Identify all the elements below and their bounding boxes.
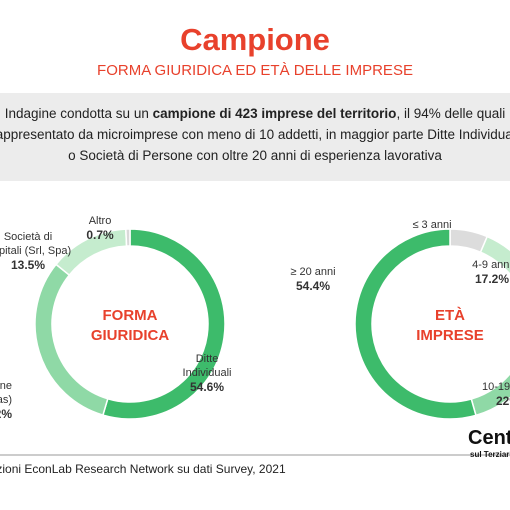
segment-label: ≥ 20 anni	[290, 266, 335, 278]
segment-label: Società di	[4, 231, 52, 243]
segment-value: 0.7%	[86, 228, 114, 242]
segment-label: (Snc, Sas)	[0, 394, 12, 406]
segment-label: ≤ 3 anni	[412, 219, 451, 231]
segment-label: Società di Persone	[0, 380, 12, 392]
donut-segment	[354, 228, 477, 420]
segment-label: Ditte	[196, 353, 219, 365]
segment-value: 22%	[496, 394, 510, 408]
center-label: IMPRESE	[416, 327, 484, 344]
source: Elaborazioni EconLab Research Network su…	[0, 462, 286, 476]
intro-text: Indagine condotta su un	[4, 106, 153, 121]
donut-segment	[125, 228, 131, 247]
logo-sub: sul Terziari	[470, 450, 510, 459]
title: Campione	[180, 22, 330, 57]
subtitle: FORMA GIURIDICA ED ETÀ DELLE IMPRESE	[97, 62, 413, 79]
segment-label: Altro	[89, 215, 112, 227]
intro-text: , il 94% delle quali rappresentato da mi…	[0, 106, 510, 163]
segment-label: Individuali	[183, 367, 232, 379]
segment-value: 54.6%	[190, 380, 224, 394]
intro-text: Indagine condotta su un campione di 423 …	[0, 103, 510, 166]
center-label: GIURIDICA	[91, 327, 170, 344]
intro-bold: campione di 423 imprese del territorio	[152, 106, 397, 121]
center-label: FORMA	[103, 307, 158, 324]
segment-value: 17.2%	[475, 272, 509, 286]
segment-label: 4-9 anni	[472, 259, 510, 271]
donut-segment	[479, 235, 510, 276]
segment-label: 10-19 anni	[482, 381, 510, 393]
segment-value: 54.4%	[296, 279, 330, 293]
logo: Cent	[468, 427, 510, 449]
center-label: ETÀ	[435, 307, 465, 324]
segment-value: 13.5%	[11, 258, 45, 272]
segment-value: 31.2%	[0, 407, 12, 421]
segment-label: Capitali (Srl, Spa)	[0, 245, 71, 257]
intro-box: Indagine condotta su un campione di 423 …	[0, 93, 510, 181]
